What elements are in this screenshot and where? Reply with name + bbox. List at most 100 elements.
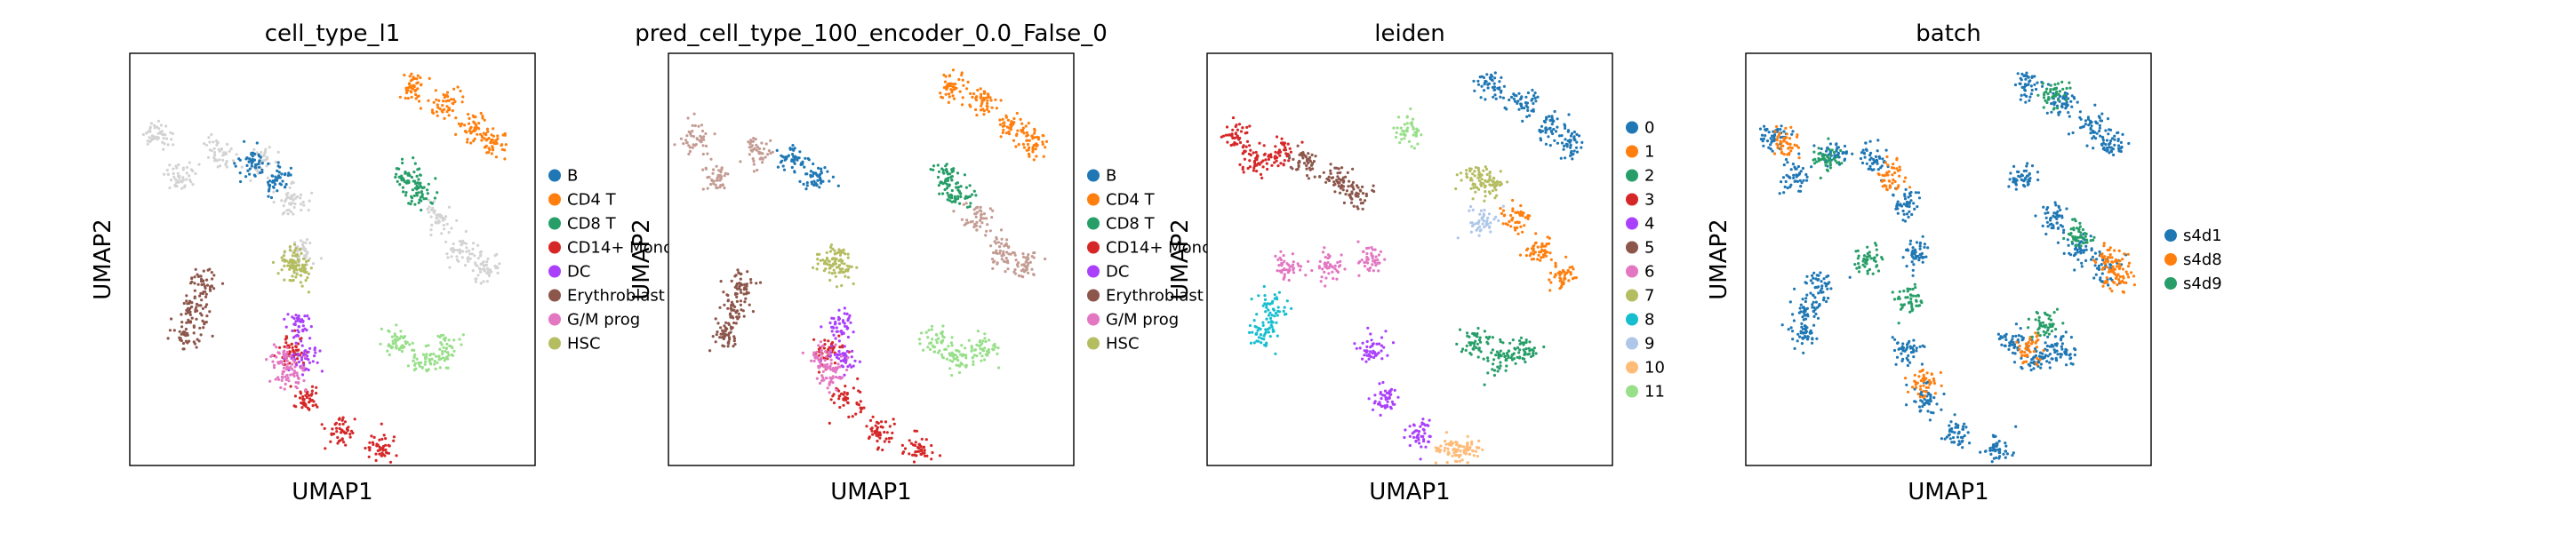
cell-point xyxy=(1021,252,1025,256)
cell-point xyxy=(1235,123,1238,127)
cell-point xyxy=(436,217,439,220)
cell-point xyxy=(982,91,986,95)
cell-point xyxy=(146,142,149,146)
cell-point xyxy=(299,281,302,284)
cell-point xyxy=(284,353,288,356)
cell-point xyxy=(272,201,276,204)
cell-point xyxy=(260,150,263,155)
cell-point xyxy=(1475,221,1478,226)
cell-point xyxy=(307,368,310,371)
cell-point xyxy=(1234,131,1237,135)
cell-point xyxy=(459,124,462,128)
cell-point xyxy=(2069,99,2073,103)
cell-point xyxy=(156,131,160,135)
cell-point xyxy=(1258,141,1261,145)
cell-point xyxy=(173,185,178,188)
cell-point xyxy=(1530,99,1533,102)
cell-point xyxy=(282,350,285,354)
cell-point xyxy=(1302,162,1307,165)
cell-point xyxy=(1283,159,1286,163)
cell-point xyxy=(2107,283,2110,287)
cell-point xyxy=(285,209,289,212)
cell-point xyxy=(2029,92,2033,96)
cell-point xyxy=(1471,172,1475,176)
cell-point xyxy=(2009,171,2012,175)
cell-point xyxy=(427,344,430,347)
cell-point xyxy=(244,175,248,179)
cell-point xyxy=(1415,435,1419,439)
cell-point xyxy=(1878,156,1882,160)
cell-point xyxy=(188,174,191,178)
cell-point xyxy=(457,122,460,125)
cell-point xyxy=(735,315,739,319)
cell-point xyxy=(2028,177,2032,180)
cell-point xyxy=(1499,170,1502,173)
cell-point xyxy=(2100,119,2104,123)
cell-point xyxy=(1494,354,1498,357)
cell-point xyxy=(1495,194,1499,197)
cell-point xyxy=(950,175,954,179)
cell-point xyxy=(1392,126,1396,130)
cell-point xyxy=(1820,147,1823,151)
cell-point xyxy=(826,386,829,390)
cell-point xyxy=(172,143,175,147)
cell-point xyxy=(1908,239,1913,243)
cell-point xyxy=(1805,179,1809,182)
cell-point xyxy=(284,186,287,189)
cell-point xyxy=(836,362,840,366)
cell-point xyxy=(297,348,300,352)
cell-point xyxy=(1500,211,1504,215)
cell-point xyxy=(1540,124,1544,128)
cell-point xyxy=(986,96,989,99)
cell-point xyxy=(1012,116,1016,121)
cell-point xyxy=(211,277,214,281)
cell-point xyxy=(950,196,954,200)
cell-point xyxy=(292,205,296,210)
cell-point xyxy=(469,125,473,129)
cell-point xyxy=(1438,450,1442,454)
cluster-7 xyxy=(265,343,308,393)
cell-point xyxy=(2064,107,2068,110)
cell-point xyxy=(193,289,196,292)
legend-label: 2 xyxy=(1644,167,1654,186)
cell-point xyxy=(1492,177,1496,180)
cell-point xyxy=(452,98,456,101)
cell-point xyxy=(1548,127,1551,131)
cell-point xyxy=(1476,342,1479,346)
cell-point xyxy=(944,92,948,96)
cell-point xyxy=(812,162,815,166)
cell-point xyxy=(1265,317,1268,321)
cell-point xyxy=(1519,336,1524,339)
cell-point xyxy=(1476,79,1480,83)
cell-point xyxy=(982,109,986,113)
cell-point xyxy=(832,401,836,405)
cell-point xyxy=(1469,230,1473,234)
legend-label: Erythroblast xyxy=(567,287,665,306)
cell-point xyxy=(1493,93,1497,97)
cell-point xyxy=(1356,261,1361,265)
cell-point xyxy=(785,155,789,159)
cell-point xyxy=(2098,129,2101,133)
cell-point xyxy=(1017,274,1020,277)
cell-point xyxy=(1323,270,1326,274)
cell-point xyxy=(180,187,184,190)
cell-point xyxy=(1913,400,1916,403)
cell-point xyxy=(1565,145,1569,148)
cell-point xyxy=(415,174,419,178)
cell-point xyxy=(1351,186,1355,189)
cell-point xyxy=(1792,173,1796,177)
cell-point xyxy=(386,349,389,353)
cell-point xyxy=(1468,448,1471,451)
cell-point xyxy=(2020,72,2024,76)
cell-point xyxy=(970,345,973,348)
cell-point xyxy=(1026,255,1029,259)
cell-point xyxy=(305,367,308,370)
cell-point xyxy=(339,439,342,442)
cell-point xyxy=(1266,328,1269,331)
cell-point xyxy=(1491,348,1494,352)
cell-point xyxy=(988,207,992,211)
cell-point xyxy=(2028,171,2031,175)
cell-point xyxy=(495,141,499,146)
cell-point xyxy=(1379,250,1382,253)
cluster-2 xyxy=(673,112,1047,279)
